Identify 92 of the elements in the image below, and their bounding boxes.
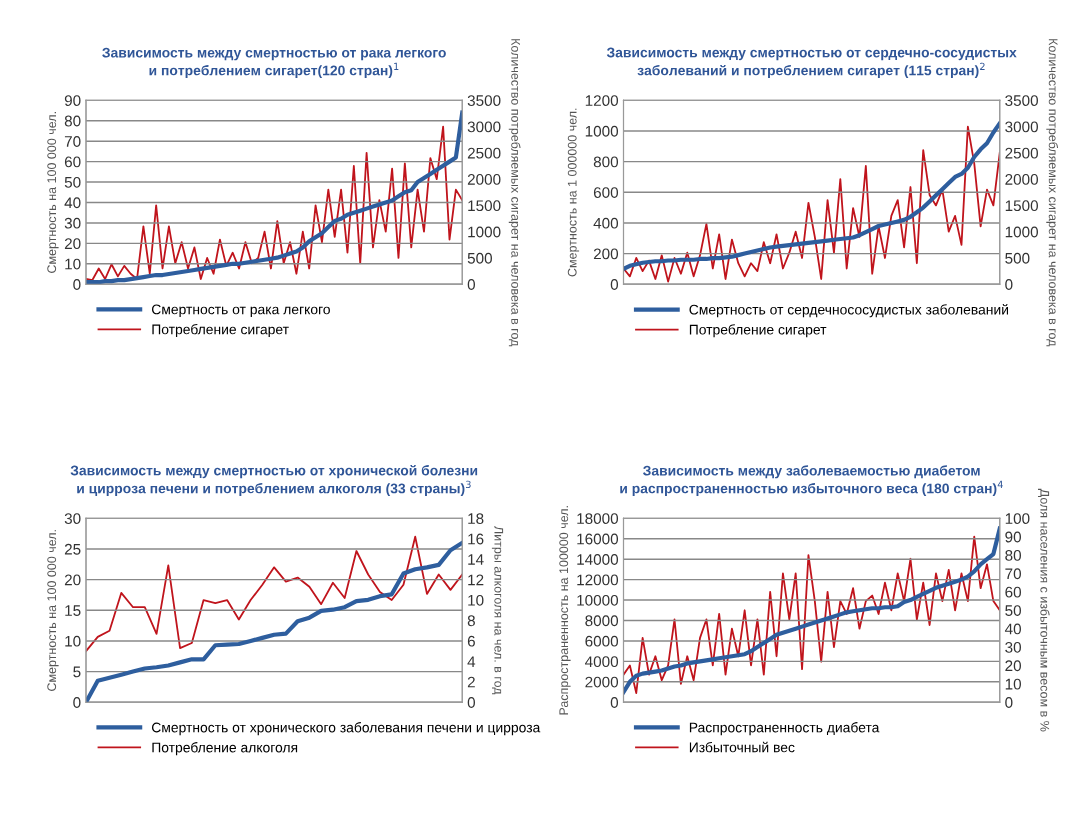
y-tick-label: 10 bbox=[65, 258, 81, 270]
y2-tick-label: 14 bbox=[468, 554, 484, 565]
y2-tick-label: 3000 bbox=[467, 121, 501, 133]
y2-tick-label: 1500 bbox=[1005, 200, 1038, 212]
legend-label: Потребление сигарет bbox=[152, 323, 289, 338]
y-tick-label: 50 bbox=[64, 176, 81, 188]
y2-tick-label: 0 bbox=[467, 279, 476, 290]
y2-tick-label: 50 bbox=[1005, 605, 1022, 616]
y-tick-label: 800 bbox=[593, 156, 619, 168]
y2-tick-label: 2000 bbox=[1005, 174, 1038, 185]
legend-label: Избыточный вес bbox=[689, 741, 795, 753]
y-axis-title: Смертность на 1 000000 чел. bbox=[567, 108, 580, 277]
y2-axis-title: Количество потребляемых сигарет на человека в год bbox=[1046, 39, 1059, 347]
y2-tick-label: 20 bbox=[1005, 660, 1022, 672]
y2-tick-label: 90 bbox=[1005, 531, 1022, 543]
y2-tick-label: 6 bbox=[467, 635, 475, 647]
y2-tick-label: 0 bbox=[1005, 697, 1013, 708]
y-tick-label: 12000 bbox=[577, 574, 619, 586]
y2-tick-label: 30 bbox=[1005, 641, 1022, 653]
y-tick-label: 0 bbox=[610, 279, 619, 290]
y-tick-label: 0 bbox=[73, 697, 81, 708]
chart-title: Зависимость между смертностью от хронической болезни и цирроза печени и потреблением алкоголя (33 страны)$^{3}$ bbox=[70, 464, 478, 497]
y2-tick-label: 3500 bbox=[467, 95, 501, 107]
y-tick-label: 15 bbox=[65, 605, 81, 616]
y-tick-label: 40 bbox=[64, 197, 81, 209]
y2-tick-label: 2500 bbox=[1005, 147, 1038, 159]
y2-tick-label: 4 bbox=[467, 656, 476, 667]
y-tick-label: 1000 bbox=[585, 125, 619, 137]
y-tick-label: 0 bbox=[610, 697, 619, 708]
y2-tick-label: 80 bbox=[1005, 549, 1022, 561]
y2-tick-label: 2000 bbox=[467, 174, 501, 185]
y-tick-label: 600 bbox=[593, 187, 619, 198]
y-tick-label: 2000 bbox=[585, 676, 619, 688]
y2-tick-label: 18 bbox=[468, 513, 484, 525]
y2-tick-label: 2500 bbox=[467, 147, 501, 159]
y2-tick-label: 2 bbox=[467, 676, 475, 688]
y-tick-label: 10000 bbox=[577, 594, 619, 606]
y2-tick-label: 100 bbox=[1005, 513, 1030, 525]
y2-tick-label: 1500 bbox=[468, 200, 501, 212]
y-tick-label: 30 bbox=[64, 217, 81, 229]
y-tick-label: 70 bbox=[64, 136, 81, 147]
y2-tick-label: 10 bbox=[468, 594, 484, 606]
y-tick-label: 6000 bbox=[585, 635, 619, 647]
y2-tick-label: 3500 bbox=[1005, 95, 1038, 107]
y-tick-label: 80 bbox=[64, 115, 81, 127]
y2-tick-label: 3000 bbox=[1005, 121, 1038, 133]
y-tick-label: 90 bbox=[64, 95, 81, 107]
y2-tick-label: 16 bbox=[468, 533, 484, 545]
y-tick-label: 1200 bbox=[585, 95, 619, 107]
chart-title: Зависимость между заболеваемостью диабетом и распространенностью избыточного веса (180 стран)$^{4}$ bbox=[620, 465, 1003, 497]
y2-tick-label: 1000 bbox=[1005, 226, 1038, 238]
y2-tick-label: 8 bbox=[467, 615, 475, 627]
y-tick-label: 25 bbox=[64, 543, 81, 555]
y2-tick-label: 12 bbox=[468, 574, 484, 586]
y2-tick-label: 60 bbox=[1005, 586, 1022, 598]
y-tick-label: 5 bbox=[73, 666, 81, 678]
y-tick-label: 20 bbox=[64, 574, 81, 586]
legend-label: Потребление алкоголя bbox=[152, 742, 298, 756]
legend-label: Потребление сигарет bbox=[689, 324, 827, 338]
legend-label: Распространенность диабета bbox=[689, 722, 880, 736]
y2-tick-label: 10 bbox=[1005, 678, 1022, 690]
y-tick-label: 20 bbox=[64, 238, 81, 250]
chart-title: Зависимость между смертностью от рака легкого и потреблением сигарет(120 стран)$^{1}$ bbox=[102, 47, 446, 79]
y2-axis-title: Доля населения с избыточным весом в % bbox=[1037, 488, 1050, 732]
y-tick-label: 200 bbox=[593, 248, 619, 260]
y-axis-title: Смертность на 100 000 чел. bbox=[47, 530, 59, 691]
y-tick-label: 18000 bbox=[577, 513, 619, 525]
y-tick-label: 400 bbox=[593, 217, 619, 229]
y-tick-label: 16000 bbox=[577, 533, 619, 545]
y2-axis-title: Количество потребляемых сигарет на человека в год bbox=[508, 39, 521, 347]
y2-tick-label: 0 bbox=[467, 697, 476, 708]
y-tick-label: 8000 bbox=[585, 615, 619, 627]
legend-label: Смертность от сердечнососудистых заболеваний bbox=[689, 304, 1009, 318]
y-axis-title: Смертность на 100 000 чел. bbox=[47, 112, 59, 273]
legend-label: Смертность от хронического заболевания печени и цирроза bbox=[151, 722, 541, 736]
y-tick-label: 10 bbox=[65, 635, 81, 647]
y2-tick-label: 70 bbox=[1005, 568, 1022, 580]
y-tick-label: 60 bbox=[64, 156, 81, 168]
y-tick-label: 30 bbox=[64, 513, 81, 525]
y2-tick-label: 40 bbox=[1004, 623, 1022, 635]
y2-tick-label: 0 bbox=[1005, 279, 1013, 290]
legend-label: Смертность от рака легкого bbox=[151, 304, 330, 318]
y-tick-label: 4000 bbox=[585, 656, 619, 668]
y-tick-label: 14000 bbox=[577, 554, 619, 565]
y-tick-label: 0 bbox=[73, 279, 81, 290]
y2-tick-label: 1000 bbox=[468, 226, 501, 238]
y2-axis-title: Литры алкоголя на чел. в год bbox=[491, 526, 504, 695]
y-axis-title: Распространенность на 100000 чел. bbox=[559, 506, 571, 715]
y2-tick-label: 500 bbox=[467, 252, 492, 264]
chart-title: Зависимость между смертностью от сердечно-сосудистых заболеваний и потреблением сигарет (115 стран)$^{2}$ bbox=[606, 47, 1017, 79]
y2-tick-label: 500 bbox=[1005, 252, 1030, 264]
line-series bbox=[86, 535, 463, 653]
